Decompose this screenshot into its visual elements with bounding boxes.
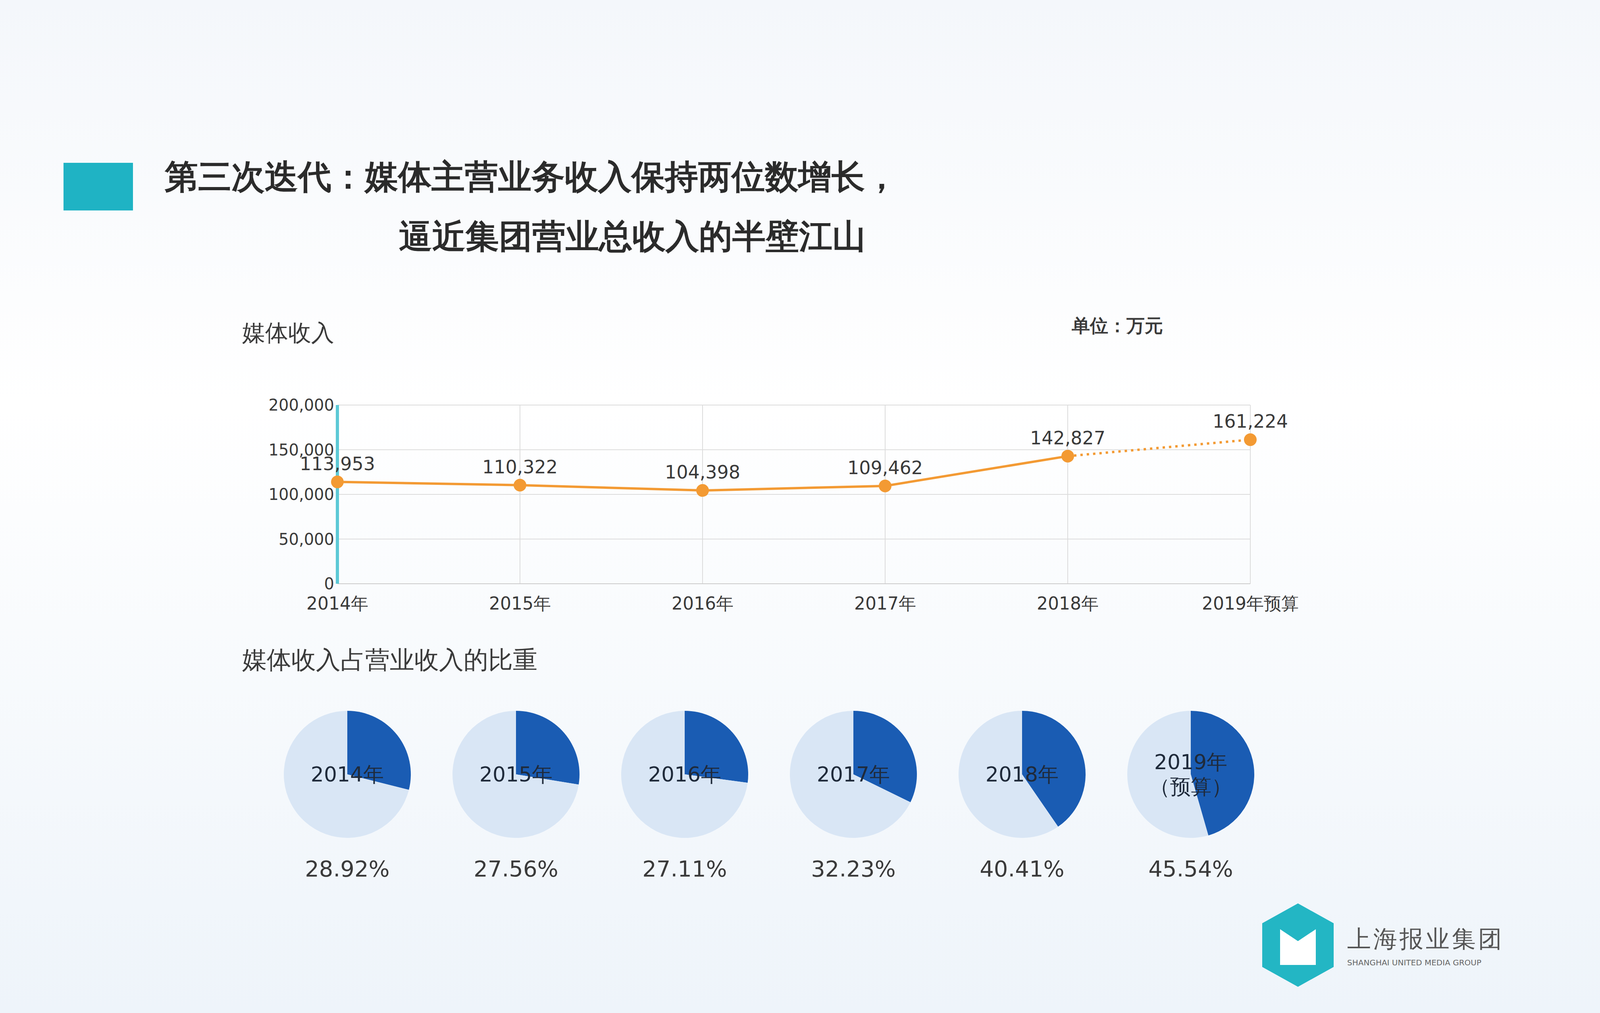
svg-text:109,462: 109,462 — [847, 456, 923, 479]
svg-text:2017年: 2017年 — [854, 593, 917, 614]
html-text:32.23%: 32.23% — [810, 855, 896, 882]
html-text:媒体收入占营业收入的比重: 媒体收入占营业收入的比重 — [242, 645, 538, 674]
svg-text:0: 0 — [324, 574, 335, 593]
html-text:逼近集团营业总收入的半壁江山: 逼近集团营业总收入的半壁江山 — [398, 216, 866, 256]
svg-text:50,000: 50,000 — [278, 529, 335, 549]
svg-text:2018年: 2018年 — [1036, 593, 1099, 614]
html-text:2017年: 2017年 — [816, 762, 890, 786]
svg-text:2016年: 2016年 — [671, 593, 734, 614]
html-text:上海报业集团: 上海报业集团 — [1347, 924, 1505, 953]
svg-text:142,827: 142,827 — [1030, 427, 1106, 449]
svg-text:110,322: 110,322 — [482, 456, 558, 478]
svg-text:150,000: 150,000 — [268, 440, 335, 459]
svg-text:161,224: 161,224 — [1212, 410, 1289, 432]
html-text:2019年 （预算）: 2019年 （预算） — [1149, 749, 1233, 799]
html-text:28.92%: 28.92% — [304, 855, 390, 882]
html-text:27.11%: 27.11% — [642, 855, 728, 882]
html-text:2014年: 2014年 — [310, 762, 384, 786]
html-text:单位：万元: 单位：万元 — [1071, 314, 1163, 337]
html-text:2018年: 2018年 — [985, 762, 1059, 786]
html-text:SHANGHAI UNITED MEDIA GROUP: SHANGHAI UNITED MEDIA GROUP — [1347, 957, 1482, 967]
svg-text:100,000: 100,000 — [268, 485, 335, 504]
html-text:45.54%: 45.54% — [1148, 855, 1234, 882]
html-text:2016年: 2016年 — [648, 762, 722, 786]
html-text:媒体收入: 媒体收入 — [242, 319, 335, 347]
svg-text:2015年: 2015年 — [489, 593, 551, 614]
html-text:2015年: 2015年 — [479, 762, 553, 786]
svg-text:200,000: 200,000 — [268, 395, 335, 414]
svg-text:113,953: 113,953 — [299, 452, 376, 475]
html-text:第三次迭代：媒体主营业务收入保持两位数增长，: 第三次迭代：媒体主营业务收入保持两位数增长， — [164, 157, 899, 197]
svg-text:2019年预算: 2019年预算 — [1201, 593, 1299, 614]
svg-text:104,398: 104,398 — [664, 461, 741, 483]
svg-text:2014年: 2014年 — [306, 593, 369, 614]
html-text:40.41%: 40.41% — [979, 855, 1065, 882]
html-text:27.56%: 27.56% — [473, 855, 559, 882]
